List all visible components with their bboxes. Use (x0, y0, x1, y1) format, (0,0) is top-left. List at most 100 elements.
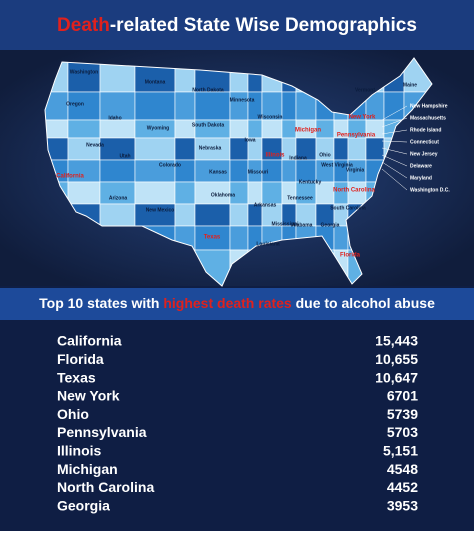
side-label: Washington D.C. (410, 187, 450, 193)
state-label: West Virginia (321, 162, 353, 168)
state-shape (99, 119, 136, 139)
state-shape (281, 159, 297, 183)
subtitle-start: Top 10 states with (39, 295, 163, 311)
state-shape (99, 91, 136, 121)
state-shape (194, 225, 231, 251)
state-label: New Mexico (146, 207, 175, 213)
state-shape (247, 119, 263, 139)
state-shape (261, 119, 283, 139)
state-shape (194, 91, 231, 121)
state-name: Georgia (57, 497, 110, 513)
state-label: Kentucky (299, 179, 322, 185)
state-label: Arkansas (254, 202, 277, 208)
state-label: Indiana (289, 155, 307, 161)
state-label: Idaho (108, 115, 121, 121)
side-label: Delaware (410, 163, 432, 169)
state-shape (281, 119, 297, 139)
state-label: North Dakota (192, 87, 224, 93)
title-rest: -related State Wise Demographics (110, 15, 417, 36)
leader-line (381, 147, 408, 155)
state-label: Vermont (355, 87, 375, 93)
subtitle: Top 10 states with highest death rates d… (39, 295, 435, 311)
state-label: California (56, 174, 84, 180)
death-count: 10,647 (375, 369, 418, 385)
state-shape (333, 137, 349, 161)
state-label: Montana (145, 79, 166, 85)
state-label: Florida (340, 253, 361, 259)
side-label: Maryland (410, 175, 432, 181)
state-shape (365, 137, 385, 161)
subtitle-bar (0, 288, 474, 320)
state-shape (229, 225, 249, 251)
state-name: California (57, 333, 122, 349)
state-label: Arizona (109, 195, 128, 201)
side-label: Massachusetts (410, 115, 446, 121)
state-label: Oklahoma (211, 192, 235, 198)
side-label: Rhode Island (410, 127, 441, 133)
state-shape (229, 91, 249, 121)
state-shape (229, 119, 249, 139)
state-shape (229, 203, 249, 227)
state-label: Nebraska (199, 145, 222, 151)
death-count: 10,655 (375, 351, 418, 367)
state-label: Utah (119, 153, 130, 159)
state-label: Colorado (159, 162, 181, 168)
state-label: Pennsylvania (337, 133, 376, 139)
state-label: South Dakota (192, 122, 224, 128)
leader-line (381, 168, 408, 191)
state-shape (174, 181, 196, 205)
death-count: 6701 (387, 388, 418, 404)
state-shape (347, 137, 367, 161)
state-name: North Carolina (57, 479, 154, 495)
leader-line (381, 129, 408, 135)
state-shape (99, 203, 136, 227)
state-label: North Carolina (333, 188, 375, 194)
title: Death-related State Wise Demographics (57, 15, 417, 36)
state-label: South Carolina (330, 205, 366, 211)
side-label: Connecticut (410, 139, 439, 145)
state-label: Iowa (244, 137, 255, 143)
state-label: Ohio (319, 152, 330, 158)
state-label: Virginia (346, 167, 364, 173)
state-label: Georgia (321, 222, 340, 228)
side-label: New Jersey (410, 151, 438, 157)
state-label: Tennessee (287, 195, 313, 201)
state-name: Florida (57, 351, 104, 367)
death-count: 5703 (387, 424, 418, 440)
state-label: Michigan (295, 128, 321, 134)
state-shape (67, 119, 101, 139)
state-label: Wisconsin (258, 114, 283, 120)
title-bar (0, 0, 474, 50)
state-shape (99, 159, 136, 183)
state-shape (134, 137, 176, 161)
state-name: Pennsylvania (57, 424, 147, 440)
state-label: Texas (204, 235, 221, 241)
state-shape (261, 181, 283, 205)
state-shape (229, 159, 249, 183)
state-shape (67, 181, 101, 205)
state-shape (134, 181, 176, 205)
state-label: Minnesota (230, 97, 255, 103)
death-count: 3953 (387, 497, 418, 513)
state-label: Louisiana (256, 241, 280, 247)
leader-line (381, 154, 408, 167)
leader-line (381, 105, 408, 121)
death-count: 4548 (387, 461, 418, 477)
death-count: 15,443 (375, 333, 418, 349)
state-shape (281, 91, 297, 121)
state-label: Oregon (66, 101, 84, 107)
state-shape (134, 91, 176, 121)
state-shape (247, 181, 263, 205)
state-shape (194, 203, 231, 227)
state-shape (383, 91, 405, 121)
death-count: 5739 (387, 406, 418, 422)
state-name: Texas (57, 369, 96, 385)
state-shape (174, 91, 196, 121)
side-label: New Hampshire (410, 103, 448, 109)
state-name: Illinois (57, 443, 102, 459)
state-shape (67, 137, 101, 161)
death-count: 5,151 (383, 443, 418, 459)
table: California 15,443 Florida 10,655 Texas 10,647… (57, 333, 418, 514)
state-label: Alabama (292, 222, 313, 228)
state-label: Mississippi (272, 221, 300, 227)
